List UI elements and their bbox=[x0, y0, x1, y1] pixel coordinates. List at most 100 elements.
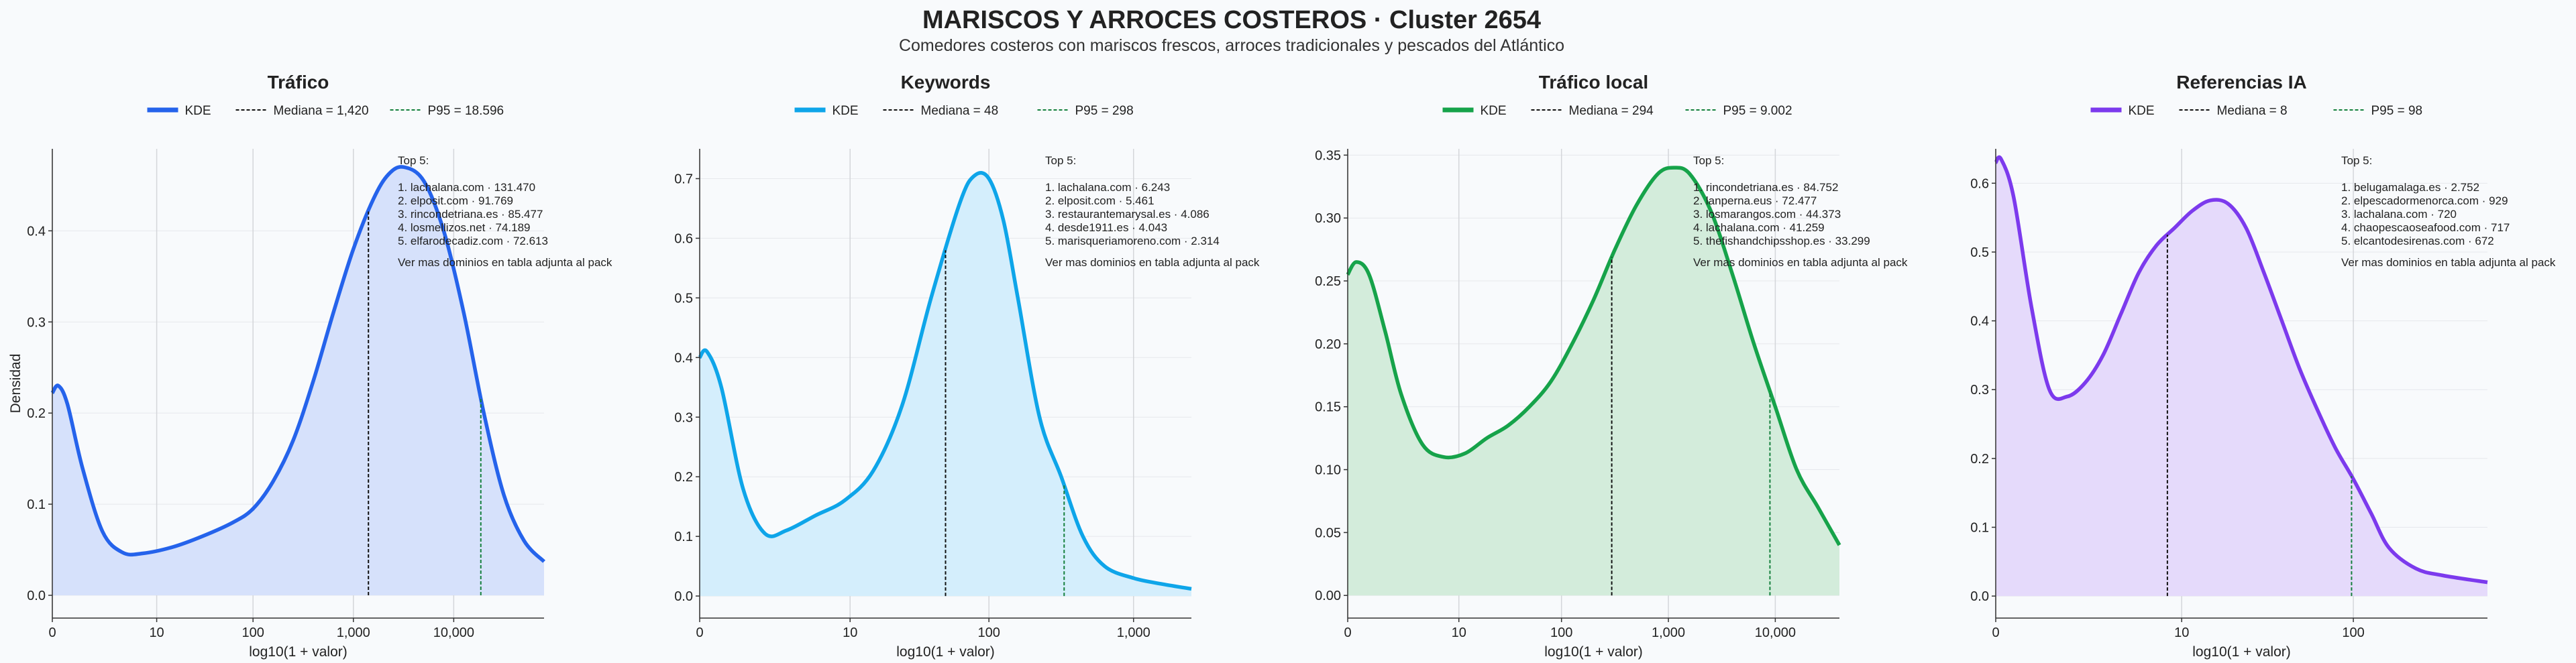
top5-item: 2. elpescadormenorca.com · 929 bbox=[2341, 194, 2508, 207]
legend-median-label: Mediana = 294 bbox=[1569, 104, 1654, 118]
top5-heading: Top 5: bbox=[2341, 154, 2372, 167]
x-tick-label: 0 bbox=[1344, 625, 1351, 640]
kde-area bbox=[1348, 168, 1839, 596]
kde-line bbox=[1994, 155, 2488, 585]
x-tick-label: 100 bbox=[241, 625, 264, 640]
x-tick-label: 10 bbox=[2174, 625, 2189, 640]
y-tick-label: 0.3 bbox=[27, 315, 46, 330]
kde-line bbox=[50, 165, 545, 563]
y-tick-label: 0.05 bbox=[1315, 526, 1341, 540]
top5-item: 5. elcantodesirenas.com · 672 bbox=[2341, 235, 2494, 247]
top5-item: 1. belugamalaga.es · 2.752 bbox=[2341, 181, 2479, 194]
top5-footer: Ver mas dominios en tabla adjunta al pac… bbox=[2341, 256, 2556, 269]
y-tick-label: 0.00 bbox=[1315, 589, 1341, 603]
legend-kde-label: KDE bbox=[1481, 104, 1507, 118]
top5-item: 4. chaopescaoseafood.com · 717 bbox=[2341, 221, 2510, 234]
y-tick-label: 0.0 bbox=[674, 589, 693, 604]
top5-item: 1. lachalana.com · 6.243 bbox=[1045, 181, 1170, 194]
y-tick-label: 0.0 bbox=[27, 589, 46, 603]
y-tick-label: 0.4 bbox=[674, 351, 693, 365]
top5-item: 3. lachalana.com · 720 bbox=[2341, 208, 2457, 221]
panel-title: Tráfico local bbox=[1539, 72, 1648, 93]
panel-3: Tráfico local KDE Mediana = 294 P95 = 9.002… bbox=[1315, 72, 1908, 660]
panel-4: Referencias IA KDE Mediana = 8 P95 = 98 0.0 0… bbox=[1970, 72, 2556, 660]
y-tick-label: 0.25 bbox=[1315, 274, 1341, 289]
kde-line bbox=[1346, 166, 1841, 546]
panel-title: Keywords bbox=[901, 72, 991, 93]
top5-item: 4. desde1911.es · 4.043 bbox=[1045, 221, 1167, 234]
top5-heading: Top 5: bbox=[398, 154, 429, 167]
y-tick-label: 0.1 bbox=[674, 530, 693, 544]
top5-item: 4. lachalana.com · 41.259 bbox=[1693, 221, 1825, 234]
y-tick-label: 0.15 bbox=[1315, 400, 1341, 415]
panel-title: Referencias IA bbox=[2176, 72, 2307, 93]
y-tick-label: 0.5 bbox=[1970, 245, 1989, 260]
y-tick-label: 0.10 bbox=[1315, 463, 1341, 478]
y-tick-label: 0.7 bbox=[674, 172, 693, 186]
top5-item: 3. rincondetriana.es · 85.477 bbox=[398, 208, 543, 221]
top5-item: 2. elposit.com · 5.461 bbox=[1045, 194, 1155, 207]
x-tick-label: 10 bbox=[1452, 625, 1466, 640]
y-tick-label: 0.3 bbox=[674, 410, 693, 425]
x-tick-label: 0 bbox=[1992, 625, 1999, 640]
panel-1: Tráfico KDE Mediana = 1,420 P95 = 18.596 0.0… bbox=[8, 72, 612, 660]
panel-2: Keywords KDE Mediana = 48 P95 = 298 0.0 0.1 0.… bbox=[674, 72, 1260, 660]
x-axis-label: log10(1 + valor) bbox=[896, 644, 995, 660]
kde-area bbox=[52, 166, 544, 596]
top5-footer: Ver mas dominios en tabla adjunta al pac… bbox=[398, 256, 612, 269]
y-tick-label: 0.0 bbox=[1970, 589, 1989, 604]
legend-kde-label: KDE bbox=[2129, 104, 2155, 118]
top5-item: 3. losmarangos.com · 44.373 bbox=[1693, 208, 1841, 221]
y-tick-label: 0.20 bbox=[1315, 337, 1341, 352]
x-tick-label: 10,000 bbox=[433, 625, 474, 640]
kde-area bbox=[1996, 157, 2487, 597]
y-tick-label: 0.30 bbox=[1315, 211, 1341, 226]
top5-item: 5. marisqueriamoreno.com · 2.314 bbox=[1045, 235, 1220, 247]
legend-kde-label: KDE bbox=[185, 104, 211, 118]
y-tick-label: 0.2 bbox=[1970, 452, 1989, 467]
x-axis-label: log10(1 + valor) bbox=[1544, 644, 1643, 660]
figure-title: MARISCOS Y ARROCES COSTEROS · Cluster 26… bbox=[922, 6, 1541, 34]
top5-item: 5. thefishandchipsshop.es · 33.299 bbox=[1693, 235, 1870, 247]
legend-p95-label: P95 = 9.002 bbox=[1723, 104, 1792, 118]
figure-subtitle: Comedores costeros con mariscos frescos,… bbox=[899, 36, 1564, 55]
y-tick-label: 0.6 bbox=[1970, 176, 1989, 191]
y-tick-label: 0.6 bbox=[674, 231, 693, 246]
x-tick-label: 10 bbox=[149, 625, 164, 640]
y-axis-label: Densidad bbox=[8, 354, 23, 414]
chart-panels: Tráfico KDE Mediana = 1,420 P95 = 18.596 0.0… bbox=[8, 72, 2556, 660]
y-tick-label: 0.35 bbox=[1315, 148, 1341, 163]
y-tick-label: 0.2 bbox=[27, 406, 46, 421]
top5-item: 1. rincondetriana.es · 84.752 bbox=[1693, 181, 1838, 194]
y-tick-label: 0.4 bbox=[27, 224, 46, 239]
x-tick-label: 1,000 bbox=[337, 625, 370, 640]
x-tick-label: 1,000 bbox=[1117, 625, 1150, 640]
y-tick-label: 0.3 bbox=[1970, 383, 1989, 398]
x-tick-label: 10,000 bbox=[1755, 625, 1796, 640]
x-tick-label: 100 bbox=[977, 625, 1000, 640]
y-tick-label: 0.4 bbox=[1970, 314, 1989, 329]
x-tick-label: 10 bbox=[843, 625, 857, 640]
top5-item: 1. lachalana.com · 131.470 bbox=[398, 181, 535, 194]
x-tick-label: 100 bbox=[1550, 625, 1572, 640]
top5-heading: Top 5: bbox=[1045, 154, 1076, 167]
legend-median-label: Mediana = 48 bbox=[921, 104, 999, 118]
y-tick-label: 0.1 bbox=[1970, 521, 1989, 536]
kde-line bbox=[698, 171, 1192, 591]
x-tick-label: 0 bbox=[48, 625, 56, 640]
top5-item: 4. losmellizos.net · 74.189 bbox=[398, 221, 531, 234]
top5-item: 3. restaurantemarysal.es · 4.086 bbox=[1045, 208, 1210, 221]
top5-heading: Top 5: bbox=[1693, 154, 1724, 167]
y-tick-label: 0.1 bbox=[27, 497, 46, 512]
x-tick-label: 1,000 bbox=[1652, 625, 1685, 640]
legend-median-label: Mediana = 1,420 bbox=[274, 104, 369, 118]
x-axis-label: log10(1 + valor) bbox=[2192, 644, 2291, 660]
x-tick-label: 0 bbox=[696, 625, 703, 640]
legend-median-label: Mediana = 8 bbox=[2217, 104, 2288, 118]
legend-p95-label: P95 = 298 bbox=[1075, 104, 1134, 118]
x-tick-label: 100 bbox=[2342, 625, 2364, 640]
y-tick-label: 0.5 bbox=[674, 291, 693, 306]
top5-footer: Ver mas dominios en tabla adjunta al pac… bbox=[1045, 256, 1260, 269]
x-axis-label: log10(1 + valor) bbox=[249, 644, 347, 660]
